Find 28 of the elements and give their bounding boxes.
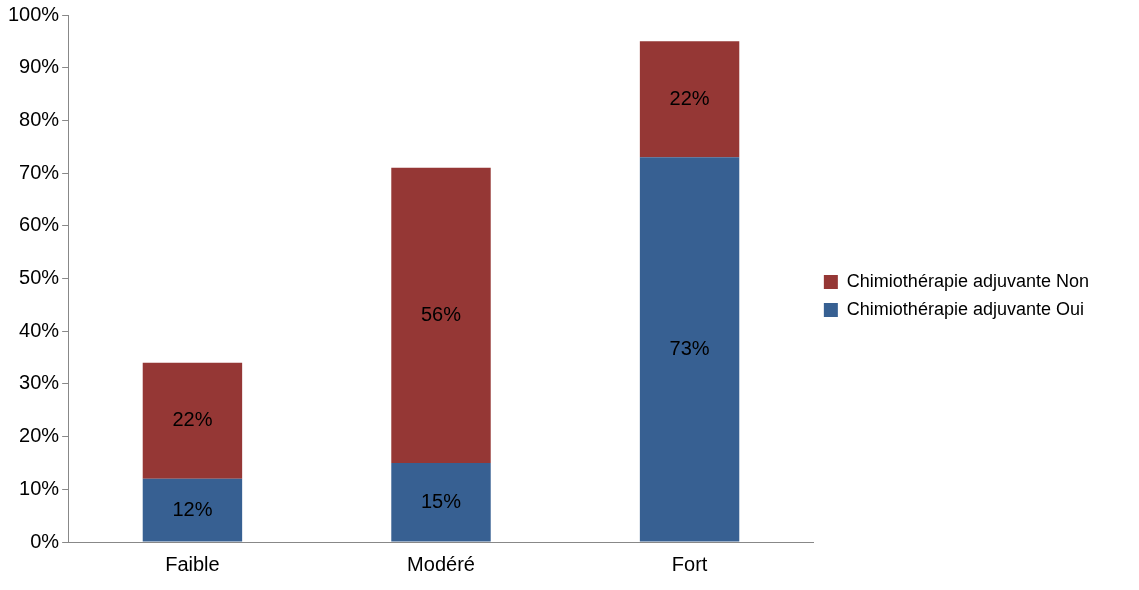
y-tick-label: 90%: [19, 55, 60, 78]
y-tick-label: 10%: [19, 476, 60, 499]
bar: [142, 478, 243, 542]
bar: [142, 362, 243, 479]
y-tick-label: 30%: [19, 371, 60, 394]
bar: [639, 157, 740, 542]
y-tick-label: 50%: [19, 266, 60, 289]
y-tick-label: 40%: [19, 318, 60, 341]
y-tick-label: 20%: [19, 424, 60, 447]
x-tick-label: Modéré: [407, 552, 475, 575]
y-tick-label: 70%: [19, 160, 60, 183]
bar: [391, 167, 491, 463]
bar: [639, 41, 740, 158]
data-label: 15%: [420, 489, 462, 512]
data-label: 12%: [172, 497, 213, 520]
y-tick-label: 60%: [19, 213, 60, 236]
x-tick-label: Fort: [671, 552, 708, 575]
y-tick-label: 0%: [30, 529, 60, 552]
y-tick-label: 80%: [19, 107, 60, 130]
y-tick-label: 100%: [8, 2, 60, 25]
data-label: 22%: [669, 86, 710, 109]
legend-label: Chimiothérapie adjuvante Oui: [846, 298, 1084, 319]
bar: [391, 462, 491, 542]
x-tick-label: Faible: [165, 552, 220, 575]
data-label: 56%: [420, 302, 462, 325]
data-label: 73%: [669, 336, 710, 359]
data-label: 22%: [172, 408, 213, 431]
legend-label: Chimiothérapie adjuvante Non: [846, 270, 1090, 291]
